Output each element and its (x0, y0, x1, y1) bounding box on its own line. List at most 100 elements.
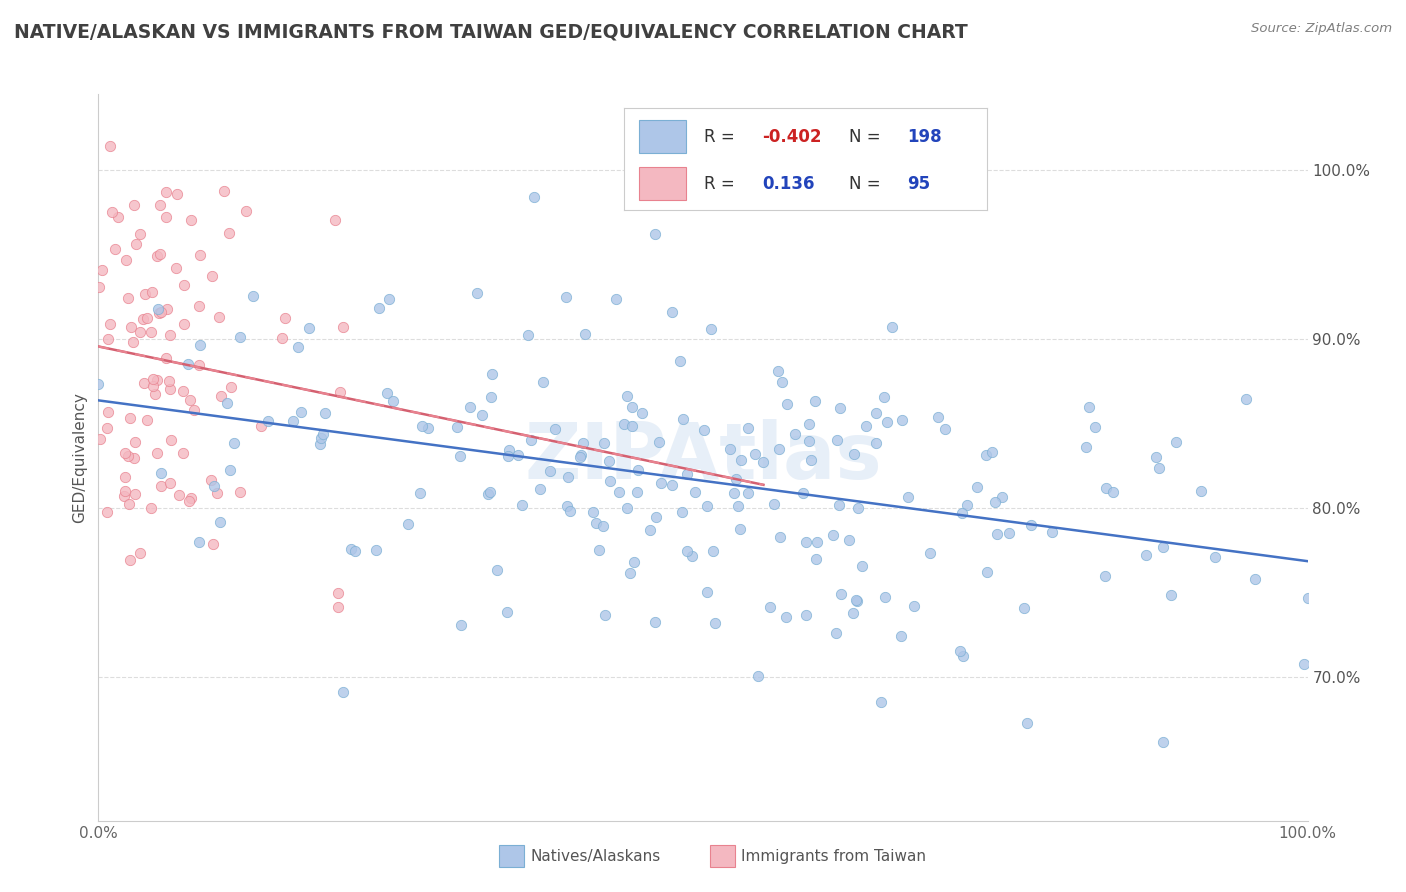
Text: Immigrants from Taiwan: Immigrants from Taiwan (741, 849, 927, 863)
Point (120, 553, 142, 567)
Point (669, 353, 692, 368)
Point (202, 479, 225, 493)
Point (644, 615, 666, 629)
Point (1135, 548, 1157, 562)
Point (768, 442, 790, 456)
Point (986, 527, 1008, 541)
Y-axis label: GED/Equivalency: GED/Equivalency (72, 392, 87, 523)
Point (675, 544, 697, 558)
Point (616, 388, 638, 402)
Point (477, 487, 499, 501)
Point (723, 485, 745, 500)
Point (287, 340, 309, 354)
Point (747, 669, 769, 683)
Point (142, 372, 165, 386)
Point (179, 493, 201, 508)
Point (97, 405, 120, 419)
Point (956, 499, 979, 513)
Point (620, 400, 643, 414)
Point (177, 357, 200, 371)
Point (927, 410, 949, 425)
Point (770, 375, 793, 389)
Point (769, 530, 792, 544)
Point (728, 522, 751, 536)
Point (865, 435, 887, 450)
Point (950, 506, 973, 520)
Point (845, 593, 868, 607)
Point (375, 385, 398, 400)
Point (124, 198, 146, 212)
Point (256, 414, 278, 428)
Point (1152, 540, 1174, 554)
Point (187, 534, 209, 549)
Point (146, 301, 169, 316)
Point (382, 394, 405, 409)
Point (681, 549, 703, 563)
Point (124, 434, 146, 449)
Point (166, 187, 188, 202)
Point (159, 382, 181, 396)
Point (588, 542, 610, 557)
Point (585, 516, 607, 530)
Point (920, 546, 942, 560)
Point (873, 590, 896, 604)
Point (737, 486, 759, 500)
Point (139, 325, 162, 339)
Point (343, 544, 366, 558)
Point (146, 446, 169, 460)
Point (952, 648, 974, 663)
Point (1012, 600, 1035, 615)
Point (671, 412, 693, 426)
Point (648, 435, 671, 450)
Point (118, 410, 141, 425)
Point (446, 420, 468, 434)
Point (496, 450, 519, 464)
Point (498, 442, 520, 457)
Point (104, 242, 127, 256)
Point (724, 472, 747, 486)
Point (107, 210, 129, 224)
Point (616, 500, 638, 515)
Point (112, 489, 135, 503)
Point (129, 227, 152, 242)
Point (281, 414, 304, 428)
Point (823, 528, 845, 542)
Point (87, 376, 110, 391)
Point (155, 185, 177, 199)
Point (830, 401, 852, 415)
Point (1204, 550, 1226, 565)
Point (222, 435, 245, 450)
Point (744, 447, 766, 461)
Point (465, 285, 488, 300)
Point (506, 448, 529, 462)
Point (644, 227, 666, 242)
Point (806, 552, 828, 566)
Point (1019, 518, 1042, 533)
Point (661, 478, 683, 492)
Point (783, 426, 806, 441)
Point (855, 418, 877, 433)
Point (841, 606, 863, 620)
Point (638, 523, 661, 537)
Point (1147, 461, 1170, 475)
Point (450, 618, 472, 632)
Point (148, 306, 170, 320)
Point (96, 421, 118, 435)
Point (838, 533, 860, 548)
Point (179, 392, 201, 407)
Point (205, 486, 228, 500)
Text: Source: ZipAtlas.com: Source: ZipAtlas.com (1251, 22, 1392, 36)
Point (980, 445, 1002, 459)
Point (846, 500, 869, 515)
Point (121, 335, 143, 350)
Point (1102, 484, 1125, 499)
Point (148, 247, 170, 261)
Point (97, 332, 120, 346)
Point (825, 434, 848, 448)
Point (1074, 440, 1097, 454)
Point (976, 566, 998, 580)
Point (136, 311, 159, 326)
Point (1152, 735, 1174, 749)
Point (582, 504, 605, 518)
Point (844, 447, 866, 461)
